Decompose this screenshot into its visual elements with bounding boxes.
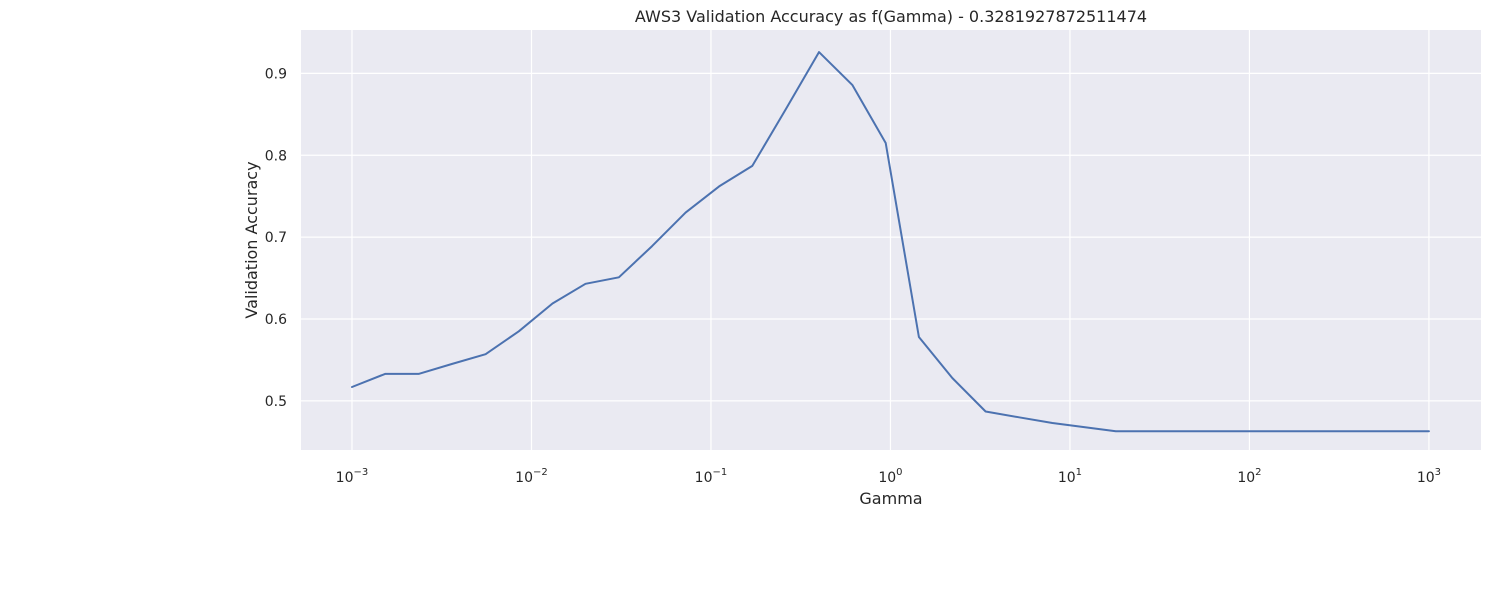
y-axis-label: Validation Accuracy xyxy=(242,161,261,318)
x-tick-exponent: 3 xyxy=(1435,467,1441,478)
x-tick-base: 10 xyxy=(336,470,354,486)
x-tick-label: 10−2 xyxy=(515,467,548,486)
x-tick-exponent: 0 xyxy=(896,467,902,478)
y-tick-label: 0.6 xyxy=(265,312,287,328)
y-tick-labels: 0.5 0.6 0.7 0.8 0.9 xyxy=(265,66,287,409)
x-tick-base: 10 xyxy=(878,470,896,486)
x-tick-exponent: −3 xyxy=(354,467,369,478)
x-tick-base: 10 xyxy=(1417,470,1435,486)
y-tick-label: 0.5 xyxy=(265,394,287,410)
x-tick-base: 10 xyxy=(515,470,533,486)
y-tick-label: 0.7 xyxy=(265,230,287,246)
x-tick-label: 103 xyxy=(1417,467,1441,486)
x-tick-base: 10 xyxy=(1237,470,1255,486)
x-tick-exponent: −1 xyxy=(713,467,728,478)
x-tick-label: 10−3 xyxy=(336,467,369,486)
y-tick-label: 0.9 xyxy=(265,66,287,82)
x-tick-labels: 10−3 10−2 10−1 100 101 102 103 xyxy=(336,467,1441,486)
x-tick-base: 10 xyxy=(695,470,713,486)
x-tick-label: 101 xyxy=(1058,467,1082,486)
series-line xyxy=(351,51,1430,433)
chart-title: AWS3 Validation Accuracy as f(Gamma) - 0… xyxy=(635,7,1147,26)
x-gridlines xyxy=(351,30,1430,450)
x-tick-exponent: 2 xyxy=(1255,467,1261,478)
x-tick-label: 10−1 xyxy=(695,467,728,486)
y-tick-label: 0.8 xyxy=(265,148,287,164)
series-layer xyxy=(351,51,1430,433)
x-tick-label: 100 xyxy=(878,467,902,486)
x-axis-label: Gamma xyxy=(859,489,922,508)
x-tick-exponent: −2 xyxy=(533,467,548,478)
x-tick-base: 10 xyxy=(1058,470,1076,486)
x-tick-label: 102 xyxy=(1237,467,1261,486)
x-tick-exponent: 1 xyxy=(1076,467,1082,478)
